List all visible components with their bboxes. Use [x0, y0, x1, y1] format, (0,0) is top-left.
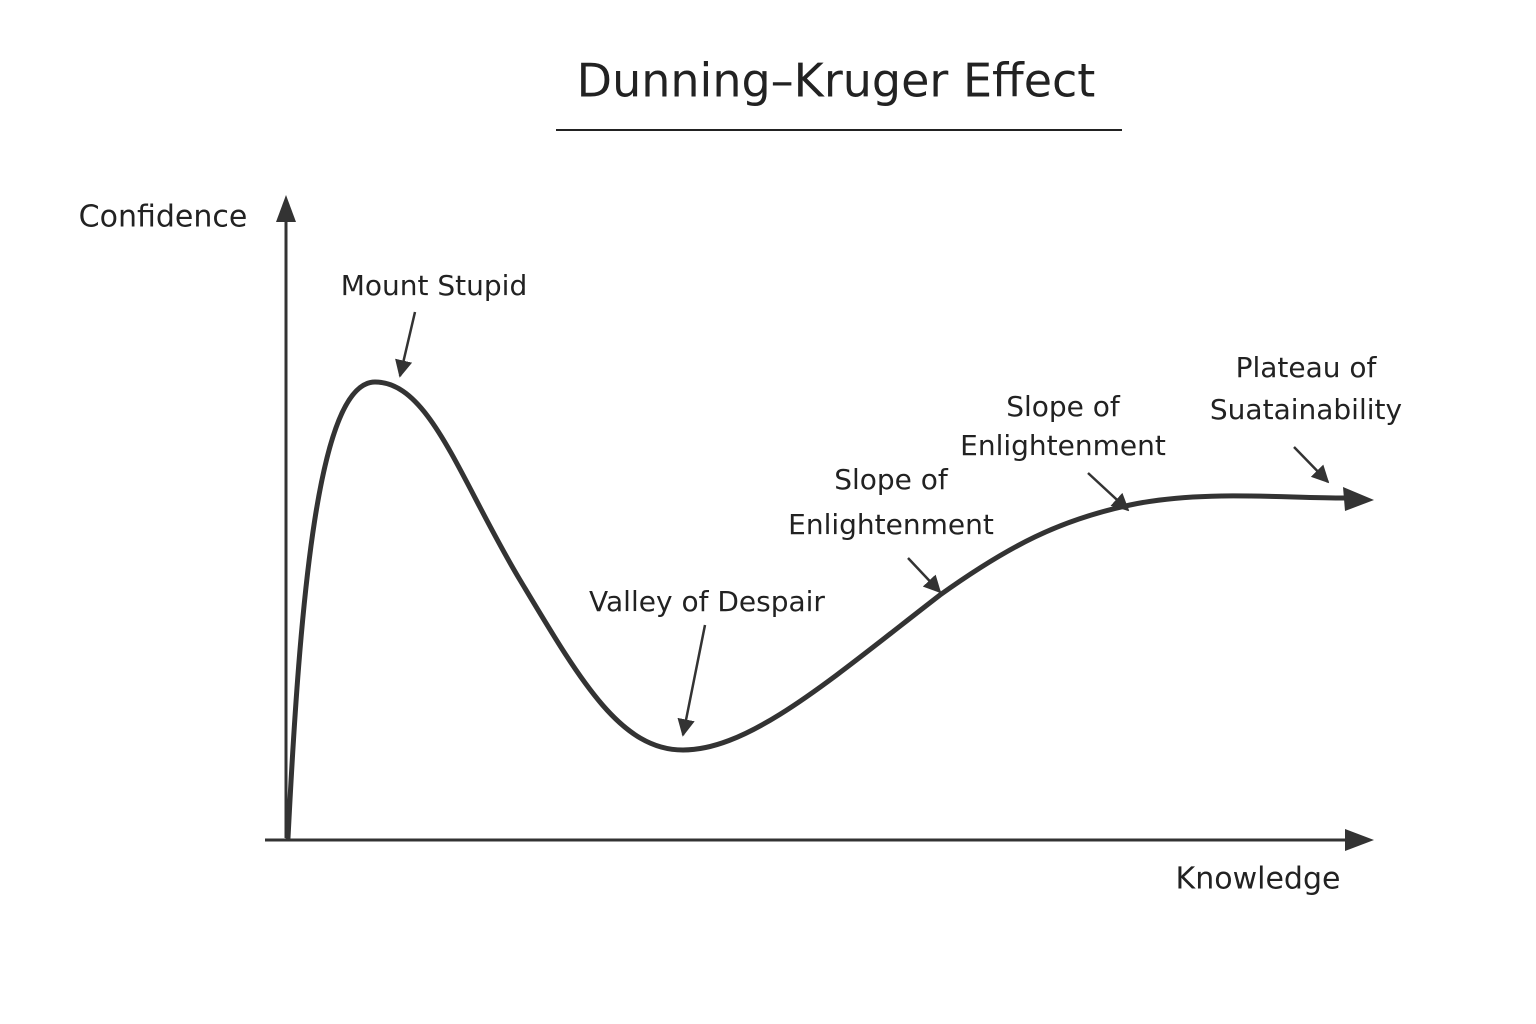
annotation-arrow — [907, 557, 942, 594]
curve-arrow — [1343, 487, 1374, 511]
annotation-label: Plateau of — [1236, 351, 1378, 384]
annotation-label: Mount Stupid — [341, 269, 527, 302]
title: Dunning–Kruger Effect — [577, 54, 1096, 108]
y-axis-label: Confidence — [79, 200, 248, 235]
y-axis-arrow — [276, 195, 296, 222]
annotation-label: Slope of — [834, 463, 949, 496]
annotation-arrow — [677, 624, 707, 737]
annotation-label: Suatainability — [1210, 393, 1402, 426]
annotation-arrow — [395, 311, 417, 378]
annotation-arrow — [1293, 446, 1330, 484]
annotation-label: Slope of — [1006, 390, 1121, 423]
annotation-label: Enlightenment — [788, 508, 994, 541]
annotation-arrow — [1087, 472, 1130, 512]
annotation-label: Valley of Despair — [589, 585, 825, 618]
x-axis-arrow — [1345, 829, 1374, 851]
x-axis-label: Knowledge — [1176, 862, 1341, 897]
confidence-curve — [285, 379, 1348, 841]
annotation-label: Enlightenment — [960, 429, 1166, 462]
annotations: Mount Stupid Valley of Despair Slope of Enl… — [341, 269, 1402, 737]
